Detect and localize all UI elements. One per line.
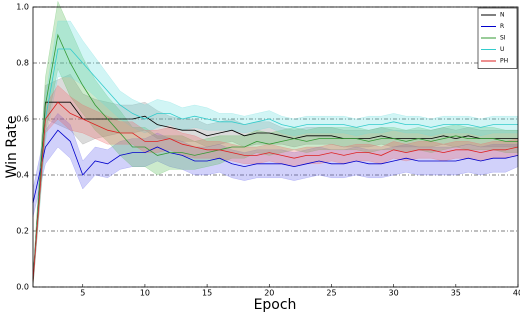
y-tick-label: 0.6: [16, 115, 29, 124]
x-tick-label: 35: [451, 289, 461, 298]
plot-frame: [32, 6, 519, 288]
x-tick-label: 20: [264, 289, 274, 298]
series-line: [32, 101, 519, 282]
series-line: [32, 129, 519, 204]
legend-label: R: [500, 23, 504, 30]
x-axis-label: Epoch: [254, 297, 297, 313]
x-tick-label: 40: [513, 289, 520, 298]
legend-label: PH: [500, 58, 508, 65]
y-tick-label: 1.0: [16, 3, 29, 12]
legend-label: SI: [500, 35, 506, 42]
series-line: [32, 48, 518, 282]
legend-label: U: [500, 46, 504, 53]
series-line: [32, 33, 518, 282]
legend-label: N: [500, 12, 505, 19]
y-tick-label: 0.0: [16, 283, 29, 292]
y-axis-label: Win Rate: [4, 116, 20, 179]
x-tick-label: 25: [326, 289, 336, 298]
y-tick-label: 0.4: [16, 171, 29, 180]
y-tick-label: 0.2: [16, 227, 29, 236]
x-tick-label: 30: [389, 289, 399, 298]
series-line: [32, 101, 518, 282]
x-tick-label: 15: [202, 289, 212, 298]
y-tick-label: 0.8: [16, 59, 29, 68]
x-tick-label: 10: [140, 289, 150, 298]
x-tick-label: 5: [80, 289, 85, 298]
